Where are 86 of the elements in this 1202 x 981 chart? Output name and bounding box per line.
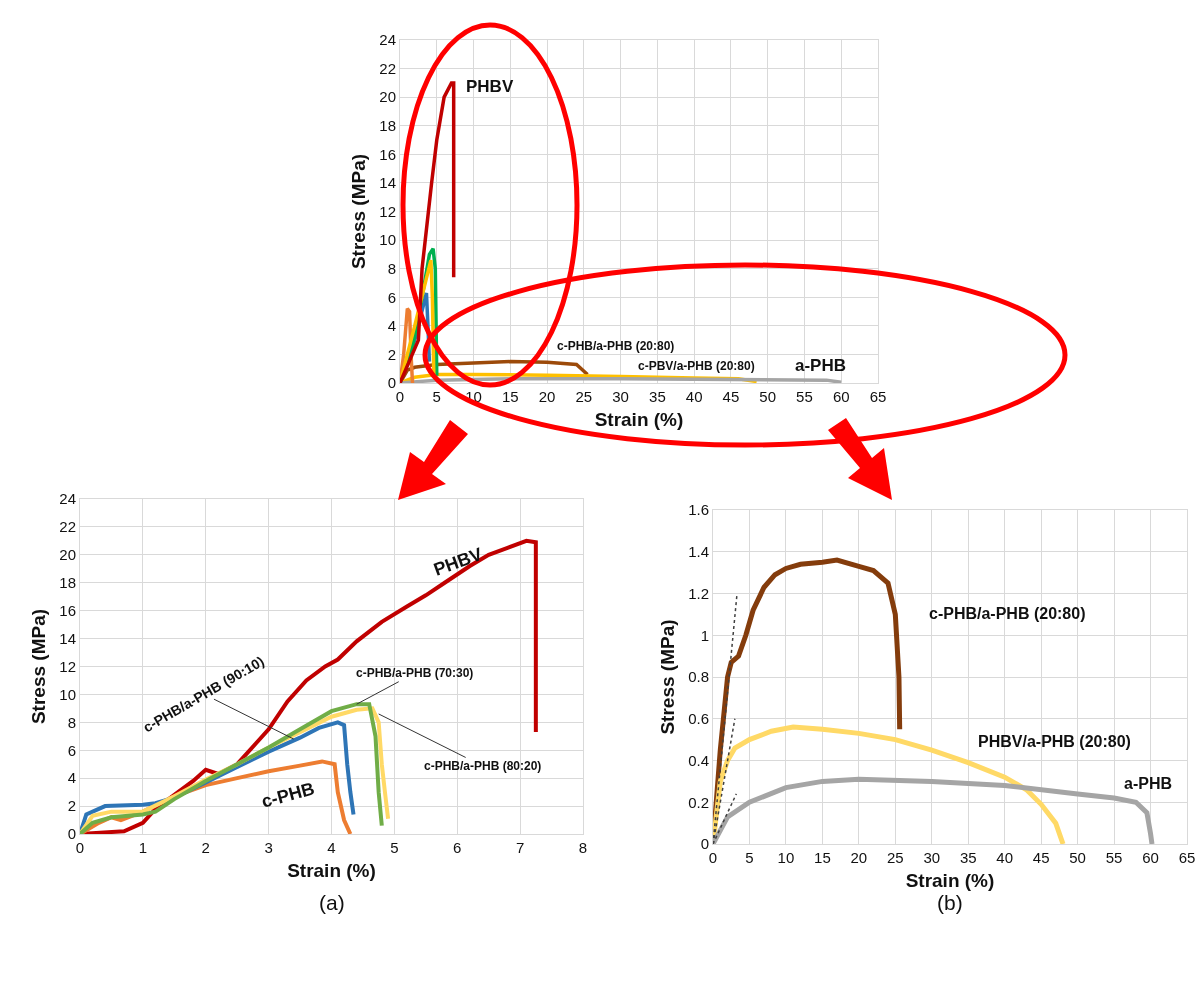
y-tick-label: 6 — [67, 741, 76, 759]
x-tick-label: 50 — [1069, 849, 1086, 866]
x-tick-label: 45 — [722, 388, 740, 405]
x-tick-label: 60 — [832, 388, 850, 405]
x-tick-label: 20 — [850, 849, 868, 866]
x-tick-label: 40 — [685, 388, 703, 405]
y-tick-label: 0 — [67, 825, 76, 843]
x-tick-label: 10 — [777, 849, 795, 866]
x-axis-title: Strain (%) — [287, 859, 376, 881]
x-tick-label: 2 — [201, 839, 210, 856]
annotation: PHBV — [431, 543, 485, 580]
x-axis-title: Strain (%) — [594, 408, 684, 430]
y-tick-label: 24 — [379, 31, 396, 49]
y-tick-label: 22 — [59, 518, 76, 536]
y-tick-label: 16 — [59, 601, 76, 619]
x-tick-label: 35 — [959, 849, 977, 866]
x-tick-label: 65 — [869, 388, 887, 405]
y-tick-label: 1.6 — [688, 501, 709, 519]
y-tick-label: 18 — [379, 117, 396, 134]
x-tick-label: 15 — [814, 849, 831, 866]
y-tick-label: 8 — [387, 259, 396, 277]
y-tick-label: 0.4 — [688, 751, 709, 769]
y-tick-label: 14 — [379, 174, 396, 192]
annotation: c-PHB — [259, 778, 317, 812]
x-tick-label: 60 — [1142, 849, 1159, 866]
y-tick-label: 0.8 — [688, 668, 709, 686]
x-tick-label: 25 — [575, 388, 593, 405]
x-tick-label: 6 — [453, 839, 462, 856]
x-tick-label: 40 — [996, 849, 1014, 866]
y-tick-label: 8 — [67, 713, 76, 731]
x-tick-label: 5 — [432, 388, 441, 405]
x-tick-label: 50 — [759, 388, 777, 405]
y-tick-label: 20 — [59, 546, 76, 564]
x-tick-label: 5 — [390, 839, 399, 856]
y-tick-label: 4 — [67, 769, 76, 787]
y-tick-label: 0 — [387, 374, 396, 392]
annotation: a-PHB — [795, 356, 847, 375]
y-tick-label: 18 — [59, 574, 76, 591]
x-tick-label: 20 — [538, 388, 556, 405]
x-tick-label: 25 — [886, 849, 904, 866]
x-tick-label: 55 — [1105, 849, 1123, 866]
y-tick-label: 20 — [379, 88, 396, 106]
y-tick-label: 0.2 — [688, 793, 709, 811]
y-tick-label: 2 — [67, 797, 76, 815]
annotation: PHBV — [466, 77, 514, 96]
annotation: PHBV/a-PHB (20:80) — [978, 733, 1131, 750]
y-tick-label: 24 — [59, 490, 76, 508]
x-tick-label: 3 — [264, 839, 273, 856]
x-tick-label: 4 — [327, 839, 336, 856]
y-tick-label: 14 — [59, 629, 76, 647]
x-tick-label: 35 — [649, 388, 666, 405]
annotation: c-PHB/a-PHB (70:30) — [356, 666, 474, 680]
text: (b) — [937, 891, 963, 914]
x-axis-title: Strain (%) — [905, 869, 995, 891]
x-tick-label: 45 — [1032, 849, 1050, 866]
y-tick-label: 6 — [387, 288, 396, 306]
y-tick-label: 1.4 — [688, 543, 709, 560]
x-tick-label: 55 — [796, 388, 813, 405]
annotation: c-PHB/a-PHB (20:80) — [557, 339, 675, 353]
x-tick-label: 5 — [745, 849, 754, 866]
text: (a) — [319, 891, 345, 914]
x-tick-label: 15 — [501, 388, 519, 405]
y-tick-label: 1 — [700, 626, 709, 644]
annotation: c-PBV/a-PHB (20:80) — [638, 359, 755, 373]
x-tick-label: 7 — [515, 839, 525, 856]
annotation: a-PHB — [1124, 775, 1173, 792]
x-tick-label: 30 — [923, 849, 941, 866]
annotation: c-PHB/a-PHB (80:20) — [424, 759, 542, 773]
y-axis-title: Stress (MPa) — [28, 608, 50, 725]
y-tick-label: 2 — [387, 345, 396, 363]
x-tick-label: 30 — [612, 388, 629, 405]
y-tick-label: 4 — [387, 317, 396, 335]
x-tick-label: 1 — [138, 839, 148, 856]
x-tick-label: 8 — [578, 839, 588, 856]
x-tick-label: 65 — [1178, 849, 1196, 866]
y-tick-label: 12 — [59, 657, 76, 675]
y-tick-label: 1.2 — [688, 584, 709, 602]
y-tick-label: 10 — [59, 685, 76, 703]
annotation: c-PHB/a-PHB (20:80) — [929, 605, 1086, 622]
y-tick-label: 0.6 — [688, 710, 709, 727]
y-axis-title: Stress (MPa) — [656, 619, 678, 735]
y-tick-label: 12 — [379, 202, 396, 220]
y-tick-label: 16 — [379, 145, 396, 163]
y-axis-title: Stress (MPa) — [348, 153, 370, 270]
y-tick-label: 10 — [379, 231, 396, 249]
y-tick-label: 22 — [379, 59, 396, 77]
